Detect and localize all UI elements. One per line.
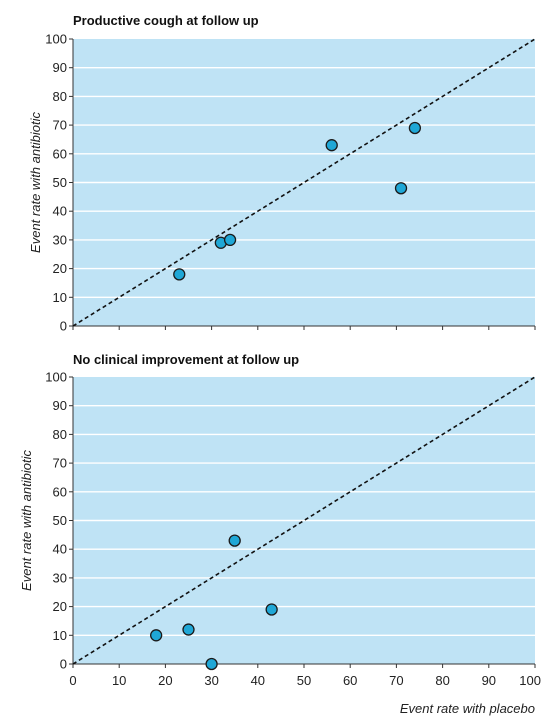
y-tick-label: 50 [53,513,67,528]
x-tick-label: 100 [519,673,541,688]
y-tick-label: 10 [53,628,67,643]
data-point [150,629,163,642]
x-axis-label: Event rate with placebo [400,701,535,716]
x-tick-label: 80 [435,673,449,688]
y-tick-label: 70 [53,118,67,133]
data-point [325,139,338,152]
x-tick-label: 60 [343,673,357,688]
x-tick-label: 0 [69,673,76,688]
data-point [182,623,195,636]
y-tick-label: 90 [53,398,67,413]
x-tick-label: 30 [204,673,218,688]
y-tick-label: 90 [53,60,67,75]
data-point [228,534,241,547]
panel-no-clinical-improvement: 0 10 20 30 40 50 60 70 80 90 100 0 10 20 30 40 50 60 70 80 9… [19,352,541,716]
data-point [408,121,422,135]
x-tick-label: 90 [482,673,496,688]
data-point [394,182,408,195]
y-tick-label: 40 [53,204,67,219]
y-tick-label: 30 [53,232,67,247]
x-tick-label: 20 [158,673,172,688]
x-tick-label: 70 [389,673,403,688]
y-tick-label: 0 [60,657,67,672]
y-tick-label: 50 [53,175,67,190]
panel-title: Productive cough at follow up [73,13,259,28]
panel-productive-cough: 0 10 20 30 40 50 60 70 80 90 100 Productive cough a… [28,13,536,334]
y-tick-label: 80 [53,427,67,442]
y-tick-label: 70 [53,456,67,471]
y-tick-label: 20 [53,599,67,614]
x-tick-label: 10 [112,673,126,688]
data-point [205,657,218,671]
data-point [173,268,186,281]
data-point [223,233,237,247]
y-axis-label: Event rate with antibiotic [19,450,34,591]
y-tick-label: 20 [53,261,67,276]
y-tick-label: 10 [53,290,67,305]
y-tick-label: 60 [53,484,67,499]
y-tick-label: 80 [53,89,67,104]
data-point [265,603,278,616]
x-tick-label: 50 [297,673,311,688]
y-tick-label: 40 [53,542,67,557]
y-axis-label: Event rate with antibiotic [28,112,43,253]
x-tick-label: 40 [251,673,265,688]
panel-title: No clinical improvement at follow up [73,352,299,367]
y-tick-label: 0 [60,319,67,334]
y-tick-label: 100 [45,32,67,47]
y-tick-label: 100 [45,370,67,385]
y-tick-label: 60 [53,146,67,161]
y-tick-label: 30 [53,570,67,585]
